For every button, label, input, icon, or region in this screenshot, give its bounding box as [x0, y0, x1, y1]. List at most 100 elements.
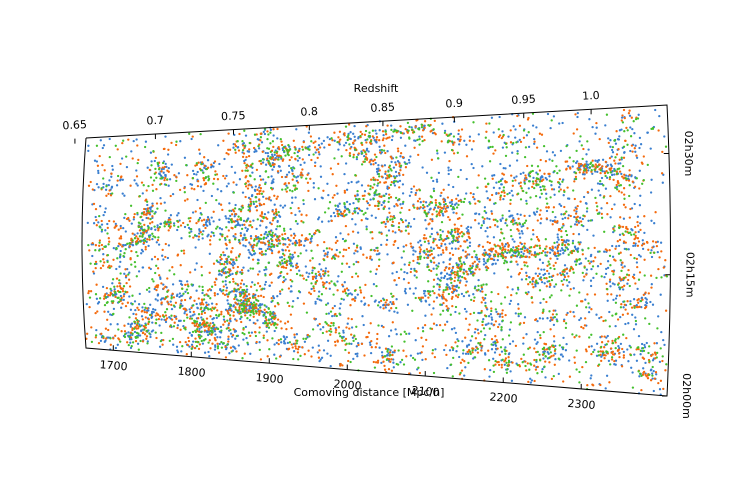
galaxy-point	[633, 353, 636, 356]
galaxy-point	[136, 342, 140, 345]
galaxy-point	[92, 222, 96, 225]
galaxy-point	[217, 351, 221, 354]
galaxy-point	[282, 243, 285, 246]
galaxy-point	[477, 311, 480, 315]
galaxy-point	[213, 294, 217, 297]
galaxy-point	[465, 227, 468, 230]
galaxy-point	[326, 251, 330, 254]
galaxy-point	[263, 311, 266, 315]
galaxy-point	[410, 267, 413, 271]
galaxy-point	[121, 287, 125, 290]
galaxy-point	[474, 255, 477, 259]
galaxy-point	[551, 223, 554, 226]
galaxy-point	[352, 141, 355, 145]
galaxy-point	[127, 331, 130, 334]
galaxy-point	[227, 337, 230, 341]
galaxy-point	[314, 277, 318, 280]
galaxy-point	[95, 224, 98, 227]
galaxy-point	[151, 204, 154, 207]
galaxy-point	[626, 312, 629, 315]
galaxy-point	[224, 242, 227, 245]
galaxy-point	[228, 352, 231, 355]
galaxy-point	[551, 219, 555, 223]
galaxy-point	[337, 214, 340, 218]
galaxy-point	[117, 244, 120, 248]
galaxy-point	[151, 210, 154, 213]
galaxy-point	[306, 336, 309, 339]
galaxy-point	[460, 230, 463, 234]
galaxy-point	[573, 315, 576, 318]
galaxy-point	[519, 312, 522, 315]
galaxy-point	[203, 323, 206, 326]
galaxy-point	[92, 202, 96, 206]
galaxy-point	[198, 232, 201, 235]
galaxy-point	[224, 347, 228, 351]
galaxy-point	[107, 328, 110, 332]
galaxy-point	[488, 248, 491, 251]
galaxy-point	[556, 236, 559, 239]
galaxy-point	[664, 259, 667, 262]
galaxy-point	[563, 275, 567, 279]
galaxy-point	[315, 148, 318, 151]
galaxy-point	[611, 269, 614, 273]
galaxy-point	[584, 317, 587, 320]
galaxy-point	[242, 338, 245, 341]
galaxy-point	[188, 317, 192, 320]
galaxy-point	[583, 173, 586, 176]
galaxy-point	[589, 284, 593, 288]
galaxy-point	[232, 235, 235, 238]
galaxy-point	[500, 136, 503, 140]
galaxy-point	[632, 241, 636, 245]
galaxy-point	[117, 242, 121, 245]
galaxy-point	[268, 247, 271, 251]
galaxy-point	[281, 159, 284, 162]
galaxy-point	[258, 184, 261, 187]
galaxy-point	[470, 148, 474, 151]
galaxy-point	[658, 114, 661, 118]
galaxy-point	[615, 170, 618, 173]
galaxy-point	[605, 374, 609, 377]
galaxy-point	[575, 223, 579, 226]
galaxy-point	[100, 223, 104, 226]
galaxy-point	[428, 303, 431, 306]
galaxy-point	[631, 313, 634, 316]
galaxy-point	[278, 235, 281, 238]
galaxy-point	[146, 207, 150, 210]
galaxy-point	[386, 185, 389, 188]
galaxy-point	[284, 266, 288, 270]
galaxy-point	[295, 263, 298, 267]
galaxy-point	[258, 326, 261, 329]
galaxy-point	[318, 349, 321, 352]
galaxy-point	[224, 280, 227, 283]
galaxy-point	[141, 218, 144, 222]
galaxy-point	[280, 175, 284, 179]
galaxy-point	[628, 114, 632, 117]
galaxy-point	[312, 287, 315, 290]
galaxy-point	[270, 249, 274, 253]
galaxy-point	[618, 135, 621, 138]
galaxy-point	[238, 224, 242, 227]
galaxy-point	[497, 312, 500, 316]
galaxy-point	[146, 309, 149, 312]
galaxy-point	[661, 150, 664, 154]
galaxy-point	[516, 149, 519, 153]
galaxy-point	[390, 138, 394, 142]
galaxy-point	[197, 297, 200, 300]
galaxy-point	[337, 148, 340, 151]
galaxy-point	[401, 202, 405, 205]
galaxy-point	[345, 262, 349, 265]
galaxy-point	[293, 336, 296, 339]
galaxy-point	[93, 159, 97, 162]
galaxy-point	[584, 298, 587, 301]
galaxy-point	[589, 279, 593, 282]
galaxy-point	[619, 315, 622, 319]
galaxy-point	[241, 223, 244, 227]
galaxy-point	[576, 111, 579, 115]
galaxy-point	[435, 178, 439, 181]
galaxy-point	[234, 306, 237, 309]
galaxy-point	[643, 346, 647, 349]
galaxy-point	[135, 250, 138, 254]
galaxy-point	[370, 258, 373, 261]
galaxy-point	[170, 141, 173, 145]
galaxy-point	[115, 267, 118, 271]
